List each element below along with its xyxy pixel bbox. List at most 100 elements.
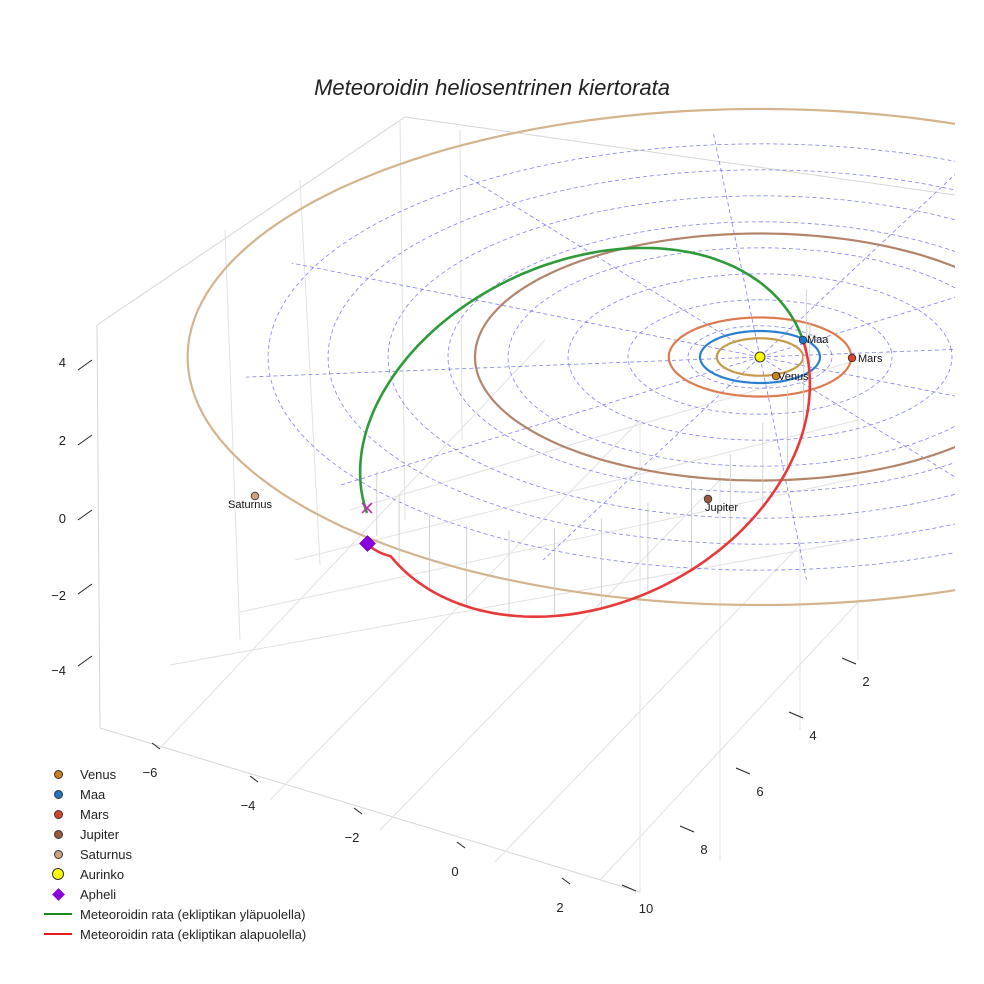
legend-item: Meteoroidin rata (ekliptikan yläpuolella… — [38, 904, 306, 924]
y-tick-label: 2 — [862, 674, 869, 689]
orbit-venus — [715, 337, 805, 377]
planet-label-saturnus: Saturnus — [228, 499, 273, 511]
box-gridline — [299, 179, 321, 566]
x-tick-mark — [151, 742, 161, 750]
chart-title: Meteoroidin heliosentrinen kiertorata — [314, 75, 670, 100]
y-tick-label: 8 — [700, 842, 707, 857]
planet-label-venus: Venus — [778, 371, 809, 383]
ecliptic-spoke — [246, 356, 761, 378]
planet-label-mars: Mars — [858, 353, 883, 365]
planet-orbits — [186, 107, 955, 607]
planet-label-jupiter: Jupiter — [705, 502, 738, 514]
x-tick-label: −2 — [345, 830, 360, 845]
legend: Venus Maa Mars Jupiter Saturnus Aurinko Apheli… — [38, 764, 306, 944]
box-gridline — [399, 119, 406, 521]
legend-item: Apheli — [38, 884, 306, 904]
planet-maa — [798, 335, 808, 345]
ecliptic-spoke — [759, 348, 955, 358]
y-tick-mark — [621, 884, 637, 892]
legend-item: Jupiter — [38, 824, 306, 844]
z-tick-mark — [77, 655, 93, 667]
ecliptic-ring — [327, 169, 955, 545]
ecliptic-spoke — [462, 173, 761, 358]
legend-symbol — [38, 864, 78, 884]
meteoroid-drop-lines — [376, 289, 811, 616]
x-axis-ticks: −6 −4 −2 0 2 — [143, 742, 571, 915]
ecliptic-ring — [627, 299, 893, 415]
ecliptic-spoke — [759, 297, 955, 358]
orbit-mars — [667, 316, 853, 398]
planet-markers: Venus Maa Mars Jupiter Saturnus — [228, 334, 883, 514]
planet-mars — [847, 353, 857, 363]
aphelion-ecliptic-cross-icon — [361, 502, 373, 514]
legend-symbol — [38, 804, 78, 824]
x-tick-mark — [456, 841, 466, 849]
y-tick-mark — [788, 711, 804, 719]
ecliptic-spoke — [759, 356, 807, 580]
floor-gridline — [379, 479, 721, 831]
legend-label: Mars — [80, 806, 109, 822]
legend-label: Aurinko — [80, 866, 125, 882]
floor-gridline — [599, 599, 861, 881]
z-tick-mark — [77, 509, 93, 521]
z-tick-mark — [77, 583, 93, 595]
ecliptic-ring — [387, 195, 955, 519]
y-tick-mark — [841, 657, 857, 665]
legend-label: Meteoroidin rata (ekliptikan yläpuolella… — [80, 906, 306, 922]
legend-symbol — [38, 824, 78, 844]
orbit-saturnus — [186, 107, 955, 607]
orbit-jupiter — [473, 232, 955, 482]
meteoroid-orbit-above — [358, 246, 805, 514]
x-tick-label: 0 — [451, 864, 458, 879]
y-tick-label: 4 — [809, 728, 816, 743]
planet-venus — [771, 371, 781, 381]
axis-box — [96, 116, 956, 893]
planet-label-maa: Maa — [807, 334, 829, 346]
z-tick-label: −2 — [51, 588, 66, 603]
ecliptic-spoke — [542, 356, 761, 561]
y-axis-ticks: 2 4 6 8 10 — [621, 657, 870, 916]
z-tick-label: −4 — [51, 663, 66, 678]
x-tick-mark — [249, 775, 259, 783]
legend-symbol — [38, 784, 78, 804]
x-tick-label: −4 — [241, 798, 256, 813]
box-gridline — [459, 129, 463, 441]
legend-label: Apheli — [80, 886, 117, 902]
legend-symbol — [38, 884, 78, 904]
legend-symbol — [38, 764, 78, 784]
meteoroid-orbit-below — [366, 339, 812, 618]
x-tick-label: 2 — [556, 900, 563, 915]
legend-label: Jupiter — [80, 826, 120, 842]
z-tick-label: 2 — [59, 433, 66, 448]
legend-item: Venus — [38, 764, 306, 784]
ecliptic-spoke — [713, 134, 761, 358]
legend-symbol — [38, 924, 78, 944]
legend-item: Mars — [38, 804, 306, 824]
legend-label: Meteoroidin rata (ekliptikan alapuolella… — [80, 926, 307, 942]
box-gridline — [239, 477, 859, 613]
box-gridline — [294, 419, 859, 561]
floor-gridline — [159, 339, 546, 749]
legend-symbol — [38, 844, 78, 864]
x-tick-mark — [561, 877, 571, 885]
box-gridline — [224, 229, 241, 641]
x-tick-mark — [353, 807, 363, 815]
floor-gridline — [269, 419, 641, 801]
aphelion-diamond-icon — [359, 535, 376, 552]
axis-gridlines — [159, 119, 861, 892]
z-tick-mark — [77, 434, 93, 446]
planet-saturnus — [250, 491, 260, 501]
legend-label: Venus — [80, 766, 117, 782]
orbit-maa — [698, 329, 822, 385]
legend-item: Saturnus — [38, 844, 306, 864]
legend-item: Aurinko — [38, 864, 306, 884]
y-tick-label: 6 — [756, 784, 763, 799]
y-tick-label: 10 — [639, 901, 653, 916]
legend-label: Maa — [80, 786, 106, 802]
ecliptic-spoke — [337, 356, 761, 487]
planet-jupiter — [703, 494, 713, 504]
x-tick-label: −6 — [143, 765, 158, 780]
y-tick-mark — [679, 825, 695, 833]
legend-label: Saturnus — [80, 846, 133, 862]
